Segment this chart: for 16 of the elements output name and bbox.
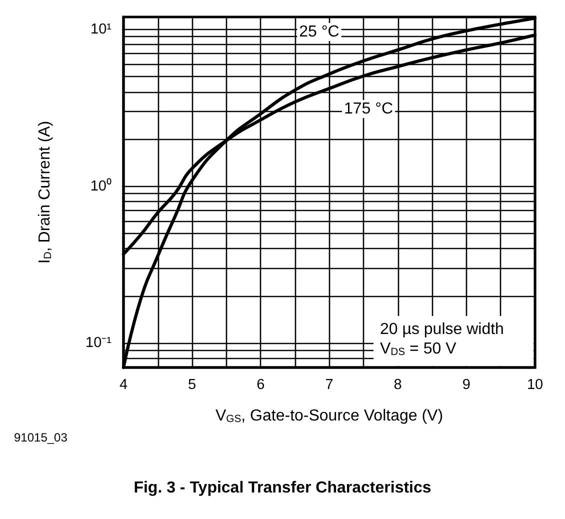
y-axis-title: ID, Drain Current (A) (36, 120, 54, 264)
x-tick-label: 5 (188, 377, 196, 393)
x-tick-label: 9 (462, 377, 470, 393)
annotation: 20 µs pulse width (380, 321, 504, 338)
text: Fig. 3 - Typical Transfer Characteristics (134, 480, 432, 496)
x-tick-label: 10 (526, 377, 544, 393)
y-tick-label: 10⁰ (90, 177, 112, 194)
y-tick-label: 10¹ (90, 21, 112, 38)
y-tick-label: 10⁻¹ (86, 335, 112, 352)
x-tick-label: 7 (325, 377, 334, 393)
x-tick-label: 8 (394, 377, 402, 393)
series-label: 175 °C (344, 100, 394, 118)
text: 91015_03 (14, 430, 68, 444)
series-label: 25 °C (299, 23, 340, 40)
x-tick-label: 6 (256, 377, 265, 393)
x-tick-label: 4 (119, 377, 128, 393)
